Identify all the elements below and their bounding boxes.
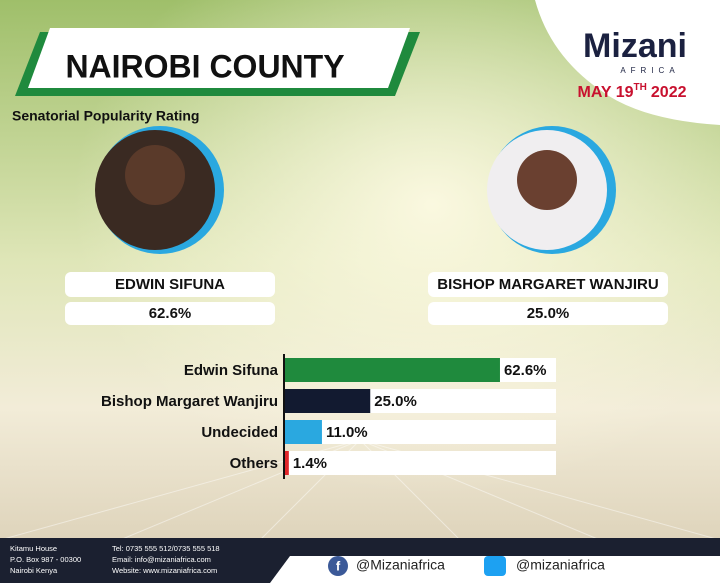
value-label: 62.6% [504, 362, 547, 379]
name-card [428, 272, 668, 297]
logo-panel [535, 0, 720, 125]
address-line: Nairobi Kenya [10, 566, 58, 575]
name-card [65, 272, 275, 297]
facebook-glyph: f [336, 558, 341, 573]
bar [284, 451, 289, 475]
photo-face [517, 150, 577, 210]
contact-line: Website: www.mizaniafrica.com [112, 566, 217, 575]
category-label: Others [230, 455, 278, 472]
date-year: 2022 [651, 84, 687, 101]
category-label: Bishop Margaret Wanjiru [101, 393, 278, 410]
photo-face [125, 145, 185, 205]
candidate-name: EDWIN SIFUNA [115, 276, 225, 293]
bar [284, 358, 500, 382]
logo: Mizani [583, 27, 687, 65]
subtitle: Senatorial Popularity Rating [12, 108, 199, 124]
address-line: Kitamu House [10, 544, 57, 553]
bar [284, 389, 371, 413]
bar-chart: Edwin Sifuna 62.6% Bishop Margaret Wanjiru… [101, 354, 556, 479]
category-label: Undecided [201, 424, 278, 441]
category-label: Edwin Sifuna [184, 362, 279, 379]
candidate-rating: 25.0% [527, 305, 570, 322]
contact-line: Email: info@mizaniafrica.com [112, 555, 211, 564]
candidate-name: BISHOP MARGARET WANJIRU [437, 276, 658, 293]
twitter-icon [484, 556, 506, 576]
value-label: 1.4% [293, 455, 327, 472]
logo-tagline: AFRICA [620, 66, 679, 75]
twitter-handle[interactable]: @mizaniafrica [516, 557, 605, 573]
facebook-icon [328, 556, 348, 576]
bar [284, 420, 322, 444]
value-label: 11.0% [326, 424, 368, 441]
rating-card [428, 302, 668, 325]
date-suffix: TH [634, 82, 647, 93]
date: MAY 19TH 2022 [578, 82, 687, 102]
date-day: MAY 19 [578, 84, 634, 101]
contact-line: Tel: 0735 555 512/0735 555 518 [112, 544, 220, 553]
value-label: 25.0% [374, 393, 417, 410]
address-line: P.O. Box 987 - 00300 [10, 555, 81, 564]
facebook-handle[interactable]: @Mizaniafrica [356, 557, 445, 573]
title: NAIROBI COUNTY [65, 48, 344, 84]
title-banner [28, 28, 410, 88]
bar-track [284, 420, 556, 444]
bar-track [284, 451, 556, 475]
rating-card [65, 302, 275, 325]
candidate-rating: 62.6% [149, 305, 192, 322]
